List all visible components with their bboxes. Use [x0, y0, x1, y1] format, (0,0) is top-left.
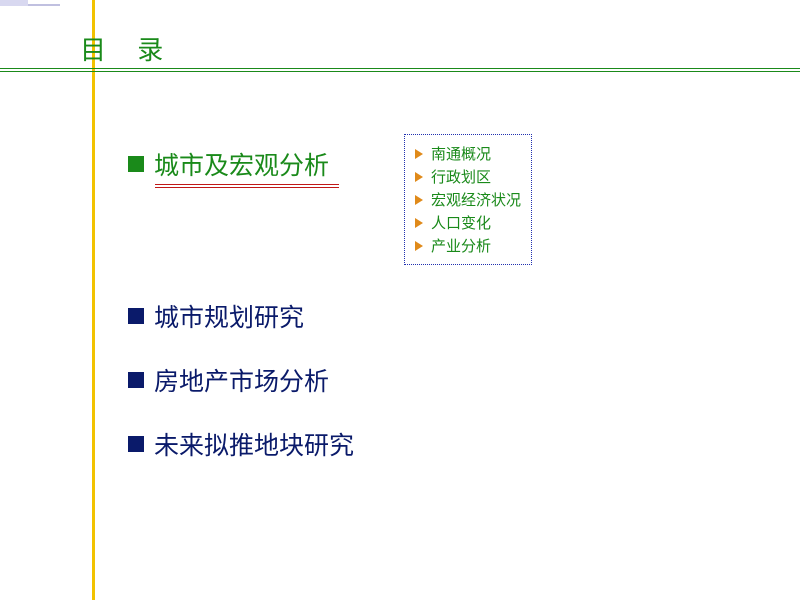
- section-label: 房地产市场分析: [154, 362, 329, 398]
- vertical-divider: [92, 0, 95, 600]
- arrow-right-icon: [415, 218, 423, 228]
- square-bullet-icon: [128, 372, 144, 388]
- active-underline: [155, 184, 339, 188]
- sub-items-box: 南通概况行政划区宏观经济状况人口变化产业分析: [404, 134, 532, 265]
- page-title: 目 录: [80, 30, 175, 67]
- sub-item-label: 产业分析: [431, 235, 491, 256]
- sub-item-label: 南通概况: [431, 143, 491, 164]
- arrow-right-icon: [415, 172, 423, 182]
- section-label: 城市规划研究: [154, 298, 304, 334]
- sub-item: 宏观经济状况: [415, 189, 521, 210]
- sub-item: 产业分析: [415, 235, 521, 256]
- square-bullet-icon: [128, 156, 144, 172]
- sub-item: 南通概况: [415, 143, 521, 164]
- section-item: 未来拟推地块研究: [128, 426, 354, 462]
- section-label: 未来拟推地块研究: [154, 426, 354, 462]
- sub-item: 行政划区: [415, 166, 521, 187]
- section-item: 房地产市场分析: [128, 362, 329, 398]
- square-bullet-icon: [128, 436, 144, 452]
- section-label: 城市及宏观分析: [154, 146, 329, 182]
- sub-item: 人口变化: [415, 212, 521, 233]
- horizontal-divider: [0, 68, 800, 72]
- arrow-right-icon: [415, 241, 423, 251]
- sub-item-label: 行政划区: [431, 166, 491, 187]
- sub-item-label: 宏观经济状况: [431, 189, 521, 210]
- arrow-right-icon: [415, 149, 423, 159]
- arrow-right-icon: [415, 195, 423, 205]
- top-corner-decoration: [0, 0, 60, 6]
- sub-item-label: 人口变化: [431, 212, 491, 233]
- square-bullet-icon: [128, 308, 144, 324]
- slide: 目 录 城市及宏观分析城市规划研究房地产市场分析未来拟推地块研究 南通概况行政划…: [0, 0, 800, 600]
- section-item: 城市规划研究: [128, 298, 304, 334]
- section-item: 城市及宏观分析: [128, 146, 329, 182]
